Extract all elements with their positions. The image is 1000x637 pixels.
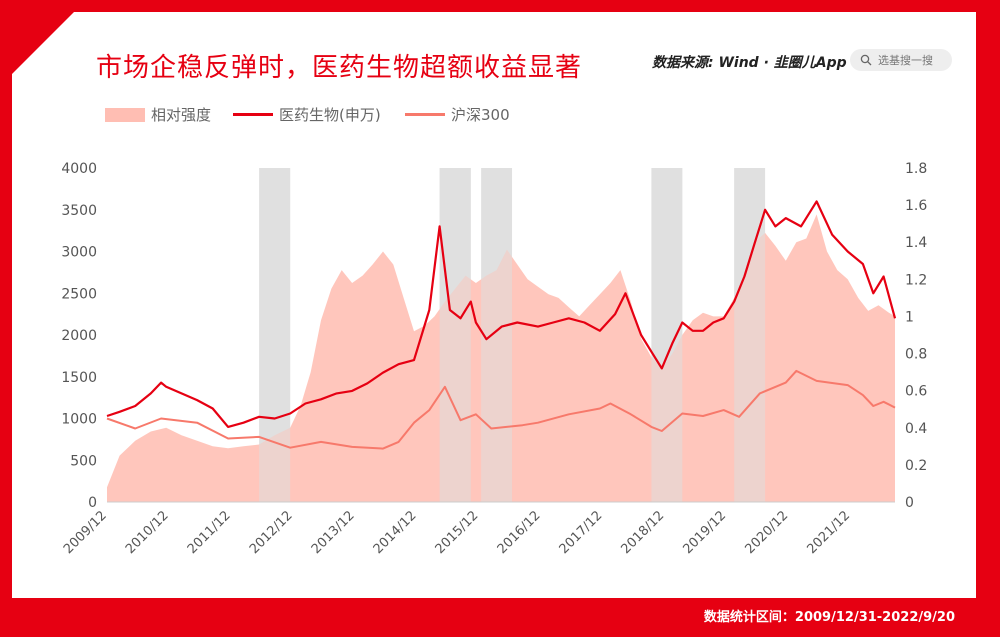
x-tick-label: 2014/12 [371, 508, 420, 557]
search-label: 选基搜一搜 [878, 54, 933, 67]
legend-label: 医药生物(申万) [279, 106, 381, 124]
y-right-tick-label: 1.6 [905, 198, 927, 214]
shaded-period-overlay [481, 168, 513, 502]
x-tick-label: 2013/12 [309, 508, 358, 557]
x-tick-label: 2019/12 [680, 508, 729, 557]
y-left-tick-label: 2500 [61, 286, 97, 302]
x-tick-label: 2018/12 [619, 508, 668, 557]
y-left-tick-label: 3000 [61, 245, 97, 261]
search-button[interactable]: 选基搜一搜 [850, 49, 952, 71]
series-line-hs300 [106, 369, 896, 450]
legend-label: 相对强度 [151, 106, 212, 124]
x-tick-label: 2020/12 [743, 508, 792, 557]
legend-label: 沪深300 [451, 106, 510, 124]
y-left-tick-label: 4000 [61, 161, 97, 177]
page-title: 市场企稳反弹时，医药生物超额收益显著 [96, 53, 583, 83]
x-tick-label: 2009/12 [61, 508, 110, 557]
y-right-tick-label: 1.4 [905, 235, 927, 251]
y-right-tick-label: 1.2 [905, 272, 927, 288]
x-tick-label: 2015/12 [433, 508, 482, 557]
y-right-tick-label: 0.2 [905, 458, 927, 474]
y-left-tick-label: 3500 [61, 203, 97, 219]
x-tick-label: 2017/12 [557, 508, 606, 557]
y-right-tick-label: 0.8 [905, 347, 927, 363]
y-right-tick-label: 0.6 [905, 384, 927, 400]
shaded-period-overlay [734, 168, 766, 502]
corner-decoration [12, 12, 74, 74]
y-left-tick-label: 500 [70, 453, 97, 469]
y-right-tick-label: 1 [905, 309, 914, 325]
y-right-tick-label: 1.8 [905, 161, 927, 177]
x-tick-label: 2010/12 [123, 508, 172, 557]
y-left-tick-label: 0 [88, 495, 97, 511]
x-tick-label: 2011/12 [185, 508, 234, 557]
x-tick-label: 2012/12 [247, 508, 296, 557]
legend-swatch-line [233, 113, 273, 116]
shaded-period-overlay [439, 168, 471, 502]
y-right-tick-label: 0 [905, 495, 914, 511]
series-line-pharma [106, 200, 897, 428]
legend-swatch-line [405, 113, 445, 116]
search-icon [860, 54, 872, 66]
y-right-tick-label: 0.4 [905, 421, 927, 437]
legend-swatch-area [105, 108, 145, 122]
shaded-period-overlay [651, 168, 683, 502]
shaded-period-overlay [259, 168, 291, 502]
footer-date-range: 数据统计区间：2009/12/31-2022/9/20 [703, 610, 955, 625]
y-left-tick-label: 1500 [61, 370, 97, 386]
y-left-tick-label: 1000 [61, 412, 97, 428]
x-tick-label: 2016/12 [495, 508, 544, 557]
data-source: 数据来源: Wind · 韭圈儿App [652, 55, 847, 71]
y-left-tick-label: 2000 [61, 328, 97, 344]
x-tick-label: 2021/12 [804, 508, 853, 557]
